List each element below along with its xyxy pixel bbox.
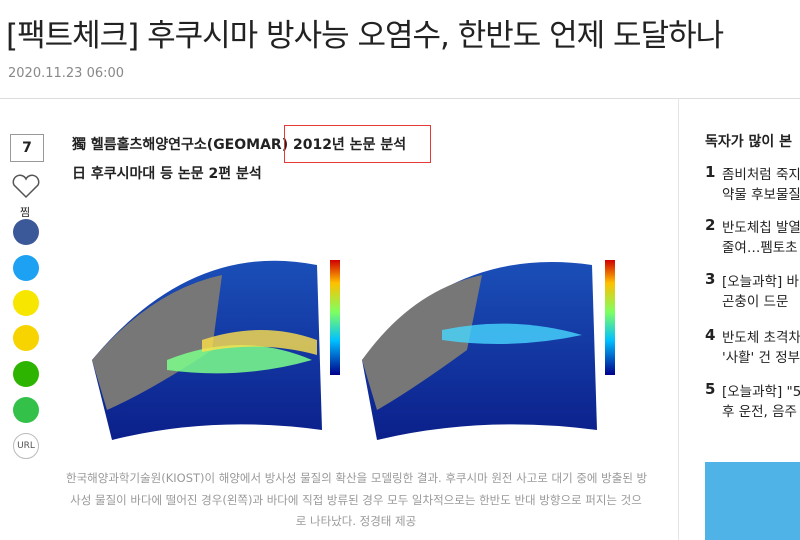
sidebar-title: 독자가 많이 본 <box>705 134 793 150</box>
headline[interactable]: '사활' 건 정부 <box>722 350 800 366</box>
naver-blog[interactable] <box>13 397 39 423</box>
heart-icon[interactable] <box>10 172 42 200</box>
facebook[interactable] <box>13 219 39 245</box>
ad-banner[interactable] <box>705 462 800 540</box>
rank: 3 <box>705 270 716 288</box>
rank: 4 <box>705 326 716 344</box>
caption: 사성 물질이 바다에 떨어진 경우(왼쪽)과 바다에 직접 방류된 경우 모두 … <box>70 493 642 507</box>
kakaotalk[interactable] <box>13 290 39 316</box>
divider <box>0 98 800 99</box>
rank: 5 <box>705 380 716 398</box>
save-label: 찜 <box>20 206 31 219</box>
headline[interactable]: [오늘과학] 바 <box>722 274 799 290</box>
divider <box>678 98 679 540</box>
headline[interactable]: 줄여…펨토초 <box>722 240 798 256</box>
rank: 1 <box>705 163 716 181</box>
article-image <box>92 260 615 440</box>
headline[interactable]: 약물 후보물질 <box>722 187 800 203</box>
highlight-box <box>284 125 431 163</box>
kakaostory[interactable] <box>13 325 39 351</box>
article-title: [팩트체크] 후쿠시마 방사능 오염수, 한반도 언제 도달하나 <box>6 18 724 54</box>
caption: 로 나타났다. 정경태 제공 <box>295 514 417 528</box>
caption: 한국해양과학기술원(KIOST)이 해양에서 방사성 물질의 확산을 모델링한 … <box>66 471 648 485</box>
rank: 2 <box>705 216 716 234</box>
headline[interactable]: 곤충이 드문 <box>722 294 789 310</box>
headline[interactable]: 반도체 초격차 <box>722 330 800 346</box>
date: 2020.11.23 06:00 <box>8 66 125 81</box>
subhead: 日 후쿠시마대 등 논문 2편 분석 <box>72 166 262 182</box>
headline[interactable]: 후 운전, 음주 <box>722 404 797 420</box>
headline[interactable]: [오늘과학] "5 <box>722 384 800 400</box>
band[interactable] <box>13 361 39 387</box>
like-count[interactable]: 7 <box>10 134 44 162</box>
headline[interactable]: 좀비처럼 죽지 <box>722 167 800 183</box>
headline[interactable]: 반도체칩 발열 <box>722 220 800 236</box>
subhead: 獨 헬름홀츠해양연구소(GEOMAR) 2012년 논문 분석 <box>72 137 407 153</box>
twitter[interactable] <box>13 255 39 281</box>
url-copy[interactable]: URL <box>13 433 39 459</box>
